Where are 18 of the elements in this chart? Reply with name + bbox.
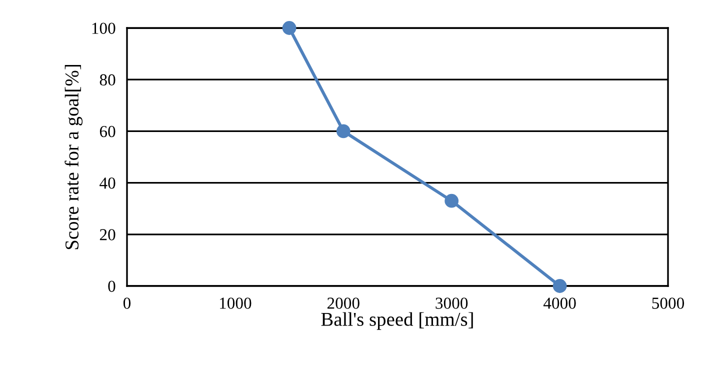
y-tick-label: 0 <box>108 280 116 292</box>
point <box>444 194 459 208</box>
x-axis-title: Ball's speed [mm/s] <box>321 312 473 330</box>
y-tick-label: 60 <box>100 126 116 138</box>
x-tick-label: 5000 <box>652 298 684 309</box>
y-axis-title: Score rate for a goal[%] <box>64 65 83 250</box>
x-tick-label: 4000 <box>543 298 576 309</box>
x-tick-label: 3000 <box>436 298 468 309</box>
y-tick-label: 20 <box>100 229 116 240</box>
x-tick-label: 1000 <box>220 298 252 309</box>
x-tick-label: 0 <box>123 298 131 309</box>
y-tick-label: 100 <box>92 22 116 34</box>
y-tick-label: 40 <box>100 178 116 189</box>
x-tick-label: 2000 <box>327 298 360 309</box>
point <box>336 124 350 138</box>
point <box>282 21 296 35</box>
y-tick-label: 80 <box>100 74 116 86</box>
point <box>552 279 567 293</box>
